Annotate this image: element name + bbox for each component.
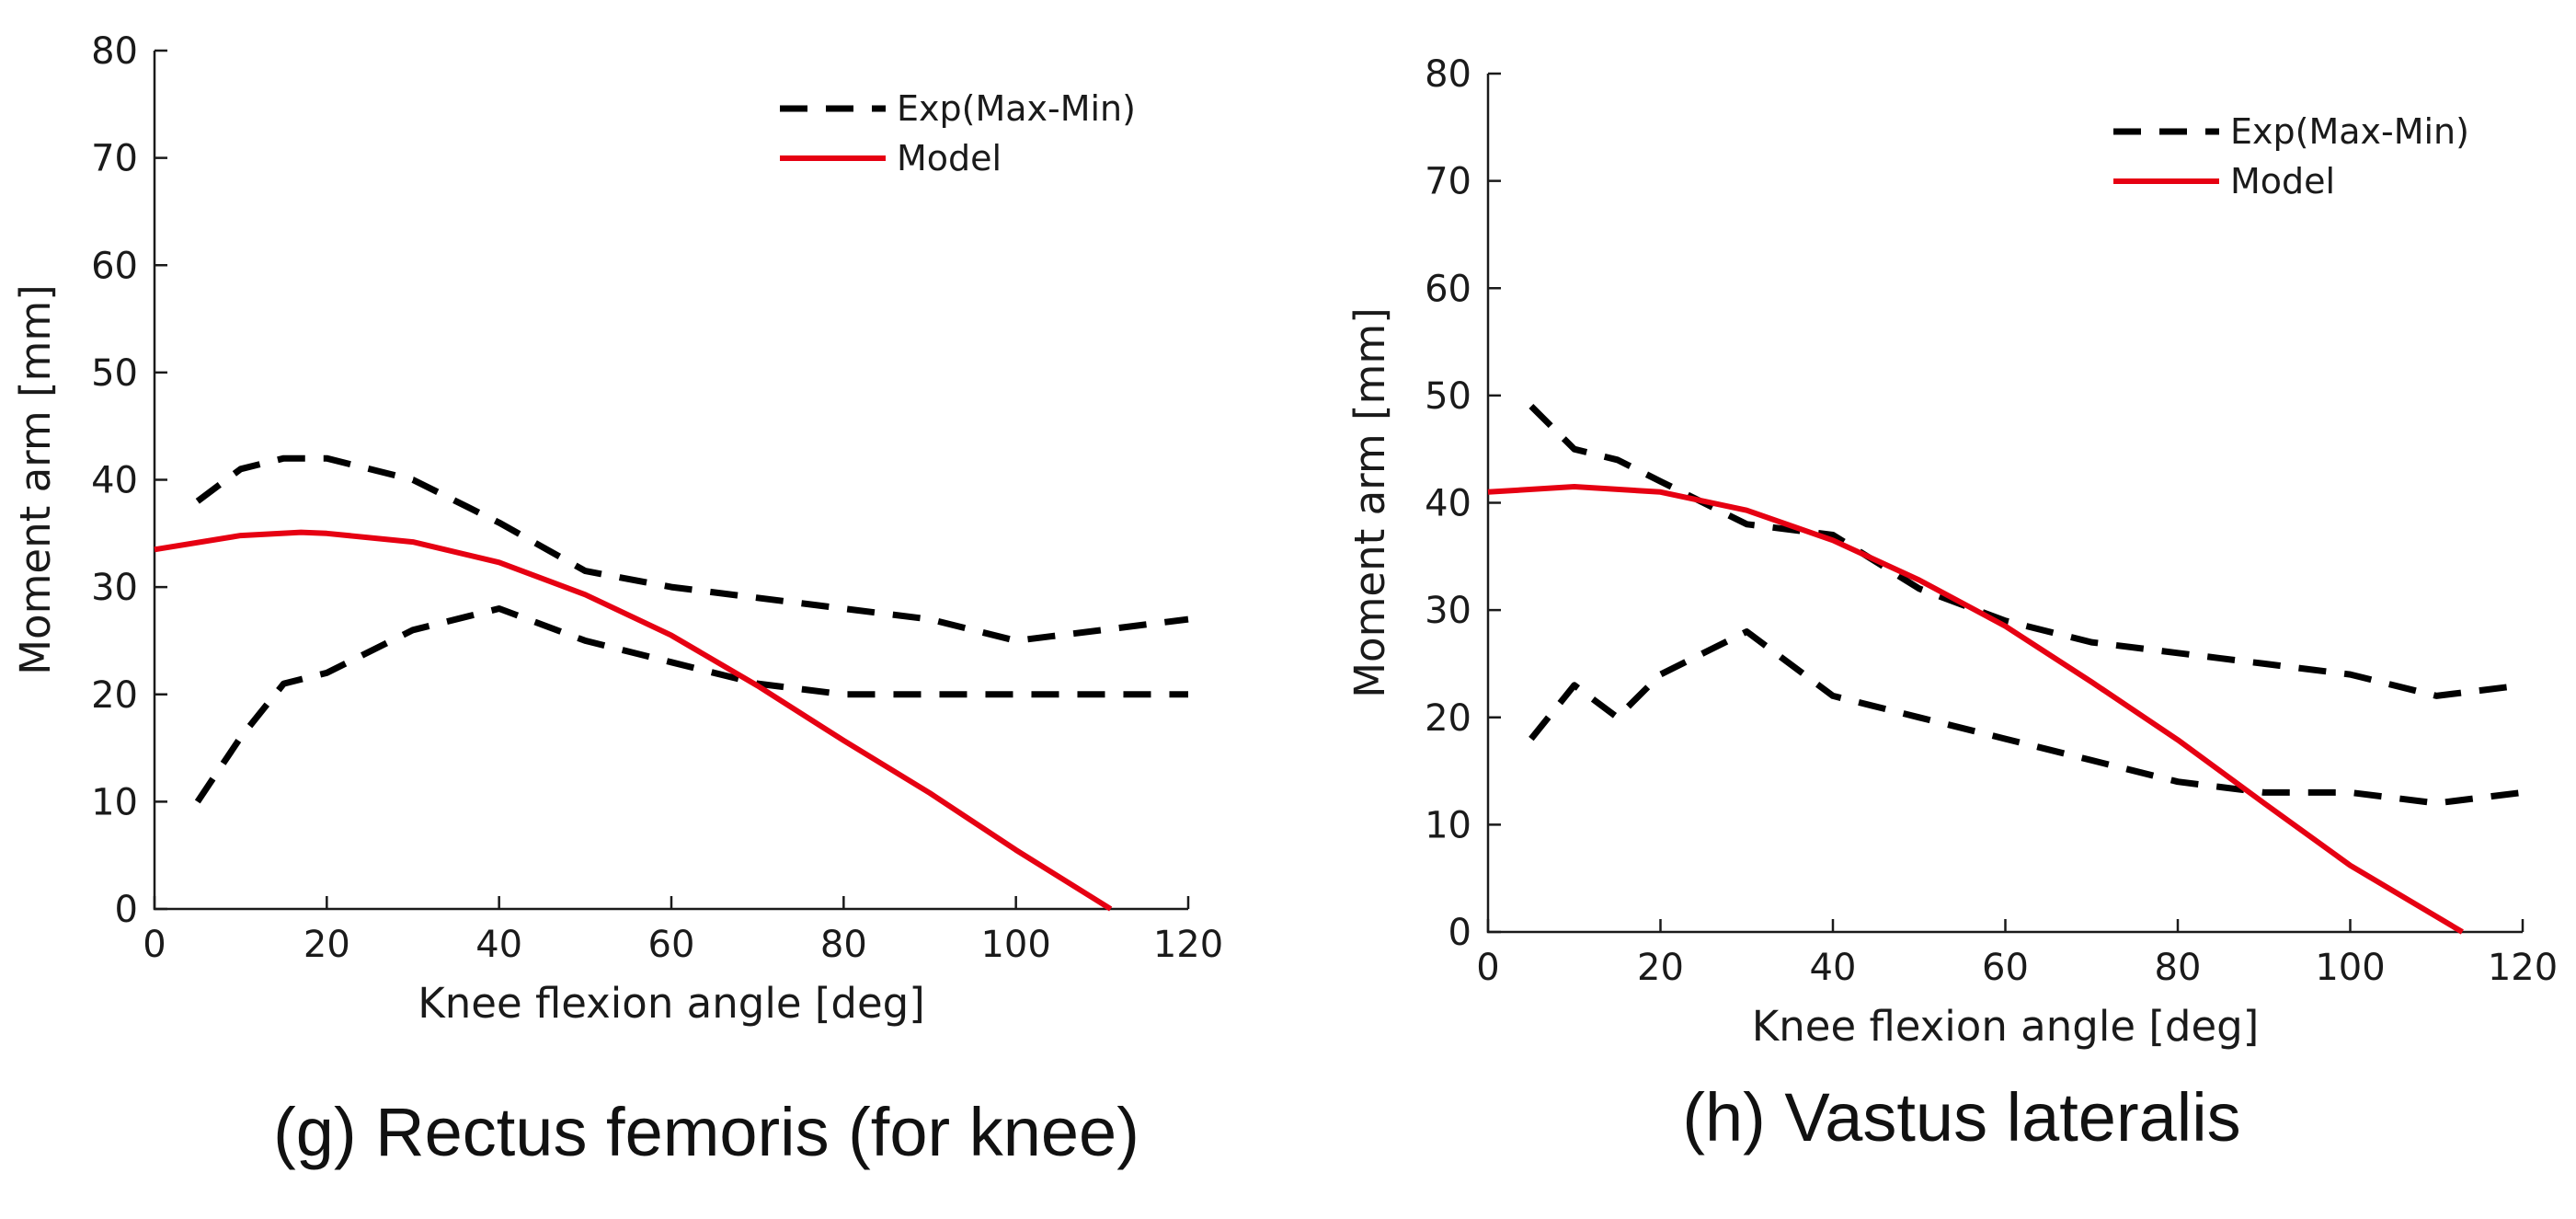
- y-tick-label: 60: [1425, 268, 1471, 310]
- x-tick-label: 40: [1810, 947, 1857, 989]
- x-tick-label: 100: [980, 924, 1050, 966]
- chart-h: 0 10 20 30 40 50 60 70 80 0 20 40 60 80 100 120 Knee fle…: [1345, 53, 2558, 1156]
- chart-caption: (g) Rectus femoris (for knee): [273, 1094, 1139, 1170]
- series-model-line: [154, 529, 1113, 912]
- legend-label: Exp(Max-Min): [2230, 111, 2469, 152]
- chart-g: 0 10 20 30 40 50 60 70 80 0 20 40 60 80 100 120 Knee fle…: [11, 30, 1223, 1170]
- y-tick-label: 30: [1425, 590, 1471, 632]
- y-tick-label: 80: [1425, 53, 1471, 96]
- x-axis-label: Knee flexion angle [deg]: [418, 979, 925, 1028]
- y-axis-label: Moment arm [mm]: [1345, 307, 1394, 698]
- chart-caption: (h) Vastus lateralis: [1682, 1079, 2240, 1156]
- y-tick-label: 20: [1425, 697, 1471, 740]
- y-tick-label: 10: [91, 781, 138, 823]
- x-tick-label: 60: [1982, 947, 2029, 989]
- series-exp-max-line: [1528, 404, 2524, 699]
- axes: [153, 51, 1188, 911]
- y-tick-label: 20: [91, 674, 138, 717]
- x-tick-label: 120: [2488, 947, 2558, 989]
- x-tick-label: 40: [475, 924, 522, 966]
- y-tick-label: 0: [1448, 912, 1471, 954]
- x-tick-label: 20: [1637, 947, 1684, 989]
- y-tick-label: 60: [91, 245, 138, 287]
- y-tick-label: 30: [91, 567, 138, 609]
- y-tick-label: 40: [91, 460, 138, 502]
- y-tick-label: 10: [1425, 804, 1471, 846]
- legend: Exp(Max-Min) Model: [780, 88, 1136, 178]
- legend-label: Model: [2230, 161, 2335, 201]
- y-tick-label: 50: [91, 352, 138, 395]
- x-tick-label: 80: [820, 924, 867, 966]
- x-tick-label: 20: [303, 924, 350, 966]
- y-tick-label: 70: [91, 138, 138, 180]
- x-tick-label: 0: [1476, 947, 1499, 989]
- y-tick-label: 80: [91, 30, 138, 73]
- legend-label: Model: [897, 138, 1002, 178]
- y-tick-label: 0: [115, 889, 138, 931]
- series-exp-min-line: [1528, 628, 2524, 807]
- x-axis-label: Knee flexion angle [deg]: [1752, 1002, 2260, 1051]
- x-tick-label: 120: [1153, 924, 1223, 966]
- series-model-line: [1487, 484, 2464, 935]
- legend-label: Exp(Max-Min): [897, 88, 1136, 129]
- x-tick-label: 60: [648, 924, 695, 966]
- y-tick-label: 70: [1425, 161, 1471, 203]
- x-tick-label: 0: [143, 924, 166, 966]
- legend: Exp(Max-Min) Model: [2113, 111, 2469, 201]
- y-tick-label: 40: [1425, 483, 1471, 525]
- y-axis-label: Moment arm [mm]: [11, 284, 60, 675]
- y-tick-label: 50: [1425, 375, 1471, 418]
- axes: [1486, 74, 2523, 934]
- series-exp-max-line: [195, 454, 1189, 644]
- x-tick-label: 80: [2155, 947, 2202, 989]
- x-tick-label: 100: [2315, 947, 2385, 989]
- series-exp-min-line: [194, 605, 1188, 804]
